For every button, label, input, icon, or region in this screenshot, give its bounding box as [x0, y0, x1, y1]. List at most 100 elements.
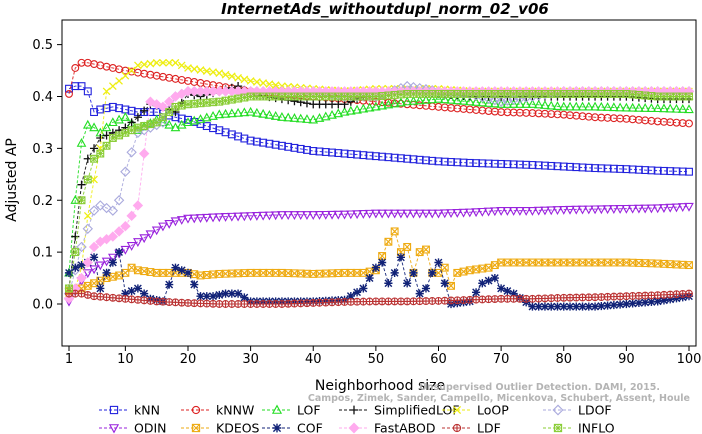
marker-x [184, 64, 192, 72]
marker-triangle [533, 99, 544, 109]
marker-circle-plus-cross [215, 300, 223, 308]
marker-diamond-filled [88, 241, 100, 253]
marker-square-x-cross [459, 267, 468, 276]
marker-triangle [414, 95, 425, 105]
marker-circle-plus-cross [403, 298, 411, 305]
marker-star [659, 296, 669, 305]
marker-triangle [264, 109, 275, 119]
marker-square-cross-lines [641, 91, 649, 100]
marker-circle-plus-cross [572, 294, 580, 301]
marker-diamond [113, 195, 125, 206]
marker-circle-plus-cross [303, 299, 311, 307]
marker-square-x-cross [165, 269, 173, 277]
legend-item: ODIN [99, 421, 167, 434]
marker-square-cross-lines [441, 90, 449, 98]
marker-x [121, 71, 130, 80]
marker-triangle [101, 122, 112, 132]
marker-triangle [283, 112, 294, 122]
marker-circle-plus-cross [666, 291, 674, 298]
marker-diamond [120, 166, 131, 177]
marker-triangle-down [609, 205, 619, 214]
x-axis-title: Neighborhood size [315, 378, 445, 394]
marker-x [452, 405, 462, 415]
marker-square-cross-lines [685, 92, 693, 101]
marker-circle-plus-cross [447, 297, 455, 304]
marker-square-cross-lines [453, 90, 462, 98]
marker-circle-plus-cross [585, 293, 593, 301]
marker-square-cross-lines [397, 90, 405, 99]
marker-square-x-cross [528, 258, 537, 267]
marker-triangle-down [502, 207, 513, 216]
marker-circle-plus-cross [679, 290, 687, 298]
marker-triangle-down [677, 203, 688, 213]
marker-star [497, 284, 506, 293]
marker-triangle [477, 97, 488, 107]
marker-square-x-cross [415, 248, 424, 256]
marker-plus [302, 99, 312, 108]
marker-circle-plus-cross [253, 300, 261, 308]
axes: 1 10 20 30 40 50 60 70 80 90 100 0.0 0.1 0.2 0.3 0.4 0.5 [32, 38, 701, 367]
marker-circle-plus-cross [566, 294, 574, 302]
marker-star [597, 301, 606, 311]
marker-triangle [183, 117, 193, 127]
marker-star [434, 258, 443, 267]
marker-diamond-filled [82, 257, 93, 268]
marker-diamond [76, 241, 87, 253]
marker-circle-plus-cross [397, 298, 405, 305]
marker-square-x-cross [660, 260, 668, 268]
legend-item: INFLO [543, 421, 615, 434]
marker-circle-plus-cross [384, 298, 392, 305]
marker-circle-plus-cross [203, 300, 211, 307]
marker-diamond-filled [76, 272, 87, 284]
marker-plus [71, 232, 80, 241]
series-inflo [65, 89, 693, 293]
marker-plus [127, 118, 136, 127]
marker-triangle-down [377, 209, 387, 219]
marker-triangle [239, 107, 250, 117]
marker-circle-plus-cross [604, 293, 611, 301]
marker-triangle [308, 114, 319, 124]
marker-square-x-cross [641, 259, 649, 267]
marker-triangle-down [139, 234, 149, 244]
marker-square-x-cross [296, 269, 305, 278]
marker-diamond [95, 200, 106, 211]
marker-triangle-down [552, 206, 563, 216]
marker-star [64, 268, 74, 277]
marker-star [390, 268, 399, 277]
marker-square-x [403, 242, 412, 251]
marker-circle-plus-cross [128, 295, 136, 303]
marker-triangle [114, 114, 124, 124]
marker-circle-plus-cross [416, 297, 424, 305]
marker-x [83, 211, 92, 220]
marker-circle-plus-cross [516, 295, 524, 303]
marker-diamond-filled [132, 200, 144, 211]
marker-triangle [158, 117, 168, 127]
marker-square-x-cross [478, 264, 487, 273]
marker-star [528, 302, 537, 311]
marker-square-cross-lines [71, 248, 79, 256]
marker-triangle-down [176, 216, 187, 225]
legend: kNN kNNW LOF SimplifiedLOF LoOP LDOF ODIN KDEOS… [99, 403, 615, 434]
marker-square-x-cross [259, 269, 267, 277]
marker-square-x-cross [340, 269, 349, 277]
marker-star [177, 266, 186, 275]
marker-triangle [176, 119, 187, 129]
marker-square-x-cross [190, 270, 199, 278]
marker-triangle-down [565, 205, 575, 215]
marker-star [365, 273, 374, 283]
marker-diamond [70, 265, 81, 276]
marker-circle-plus-cross [541, 294, 549, 302]
marker-circle-plus-cross [84, 291, 92, 299]
marker-square-cross-lines [347, 92, 355, 101]
marker-circle-plus-cross [441, 297, 449, 305]
marker-diamond [126, 147, 137, 158]
marker-square-cross-lines [278, 92, 286, 101]
marker-triangle-down [277, 211, 287, 221]
marker-x [108, 82, 117, 90]
marker-square-x-cross [90, 279, 98, 288]
marker-star [603, 301, 612, 310]
marker-circle-plus-cross [284, 300, 292, 308]
marker-square-x-cross [246, 269, 255, 277]
marker-circle-plus-cross [247, 300, 255, 308]
